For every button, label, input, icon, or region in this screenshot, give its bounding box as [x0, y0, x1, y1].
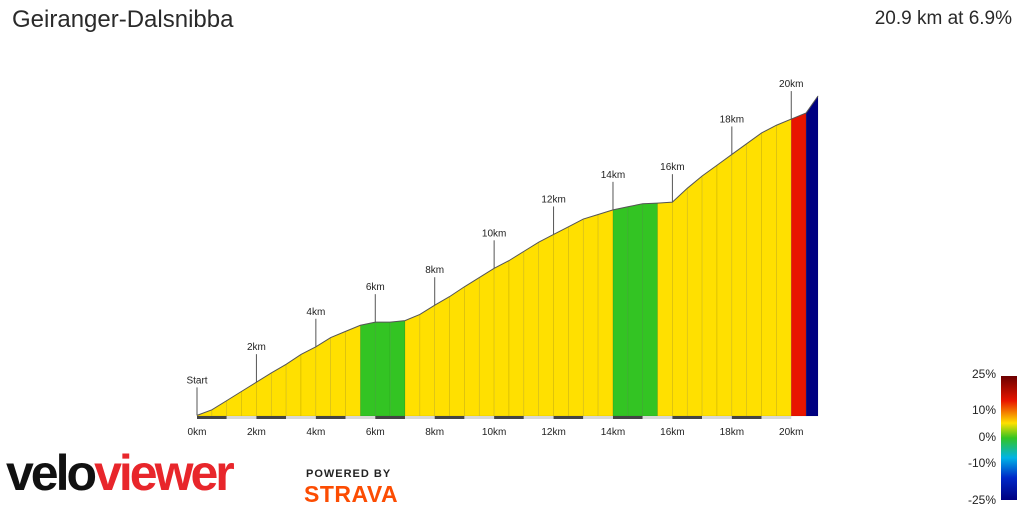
profile-segment — [612, 206, 629, 417]
profile-segment — [716, 153, 733, 417]
profile-segment — [642, 202, 658, 417]
x-tick-label: 18km — [720, 427, 744, 438]
profile-segment — [701, 164, 718, 417]
legend-label: -10% — [968, 456, 996, 470]
profile-segment — [345, 324, 361, 417]
x-tick-label: 14km — [601, 427, 625, 438]
profile-segment — [790, 112, 807, 417]
km-band — [731, 416, 762, 419]
profile-segment — [686, 175, 703, 417]
profile-segment — [464, 276, 480, 417]
km-band — [315, 416, 346, 419]
profile-outline — [196, 95, 819, 416]
profile-segment — [330, 330, 346, 417]
profile-segment — [761, 124, 777, 417]
km-marker-label: 18km — [720, 114, 744, 125]
km-band — [553, 416, 584, 419]
x-tick-label: 0km — [188, 427, 207, 438]
page-title: Geiranger-Dalsnibba — [12, 6, 234, 33]
profile-segment — [315, 336, 332, 417]
profile-segment — [805, 95, 819, 417]
profile-segment — [360, 321, 376, 417]
km-band — [404, 416, 435, 419]
profile-segment — [226, 390, 242, 417]
profile-segment — [568, 218, 584, 417]
x-tick-label: 12km — [541, 427, 565, 438]
legend-color-bar — [1001, 376, 1017, 500]
km-band — [672, 416, 703, 419]
logo-viewer-text: viewer — [94, 445, 235, 501]
km-band — [523, 416, 554, 419]
profile-segment — [389, 320, 406, 417]
profile-segment — [478, 267, 495, 417]
km-marker-label: Start — [186, 375, 207, 386]
legend-label: 0% — [979, 430, 997, 444]
km-markers: Start 2km 4km 6km 8km 10km 12km 14km 16km 18km 20k… — [186, 79, 803, 416]
profile-segment — [731, 143, 747, 417]
x-tick-label: 20km — [779, 427, 803, 438]
profile-segment — [582, 214, 599, 417]
km-band — [761, 416, 792, 419]
profile-segment — [746, 132, 762, 417]
km-band — [286, 416, 316, 419]
profile-segment — [404, 314, 421, 417]
profile-segment — [285, 353, 302, 417]
profile-segment — [523, 241, 539, 417]
km-marker-label: 16km — [660, 162, 684, 173]
km-band — [612, 416, 643, 419]
gradient-legend: 25% 10% 0% -10% -25% — [968, 367, 1017, 507]
veloviewer-logo: veloviewer — [6, 445, 235, 501]
profile-segment — [419, 304, 436, 417]
km-band — [256, 416, 287, 419]
km-marker-label: 8km — [425, 265, 444, 276]
km-band — [702, 416, 732, 419]
km-marker-label: 14km — [601, 170, 625, 181]
profile-segment — [434, 296, 450, 417]
km-marker-label: 10km — [482, 228, 506, 239]
km-band — [434, 416, 465, 419]
profile-segment — [597, 209, 614, 417]
profile-segment — [256, 372, 272, 417]
profile-segment — [553, 226, 569, 417]
route-summary: 20.9 km at 6.9% — [874, 8, 1012, 29]
x-tick-label: 2km — [247, 427, 266, 438]
km-marker-label: 20km — [779, 79, 803, 90]
legend-label: 10% — [972, 403, 996, 417]
profile-segment — [449, 286, 465, 417]
profile-segment — [627, 203, 643, 417]
legend-label: 25% — [972, 367, 996, 381]
x-tick-label: 10km — [482, 427, 506, 438]
km-band — [197, 416, 227, 419]
x-axis: 0km 2km 4km 6km 8km 10km 12km 14km 16km 18km 20km — [188, 416, 803, 438]
x-tick-label: 8km — [425, 427, 444, 438]
km-marker-label: 2km — [247, 342, 266, 353]
profile-segment — [374, 321, 391, 417]
km-band — [642, 416, 673, 419]
legend-label: -25% — [968, 493, 996, 507]
x-tick-label: 6km — [366, 427, 385, 438]
strava-logo: STRAVA — [304, 481, 399, 507]
km-marker-label: 6km — [366, 282, 385, 293]
profile-segment — [776, 118, 792, 417]
logo-velo-text: velo — [6, 445, 97, 501]
km-marker-label: 4km — [306, 307, 325, 318]
profile-segment — [493, 260, 510, 417]
km-band — [226, 416, 257, 419]
x-tick-label: 4km — [306, 427, 325, 438]
km-band — [464, 416, 495, 419]
km-band — [494, 416, 524, 419]
km-band — [345, 416, 376, 419]
powered-by-label: POWERED BY — [306, 468, 392, 480]
profile-strips — [196, 95, 819, 417]
profile-segment — [538, 233, 554, 417]
km-band — [375, 416, 405, 419]
km-band — [583, 416, 613, 419]
x-tick-label: 16km — [660, 427, 684, 438]
km-marker-label: 12km — [541, 194, 565, 205]
profile-segment — [508, 250, 525, 417]
profile-segment — [672, 187, 688, 417]
profile-segment — [657, 201, 673, 417]
profile-segment — [300, 346, 317, 417]
